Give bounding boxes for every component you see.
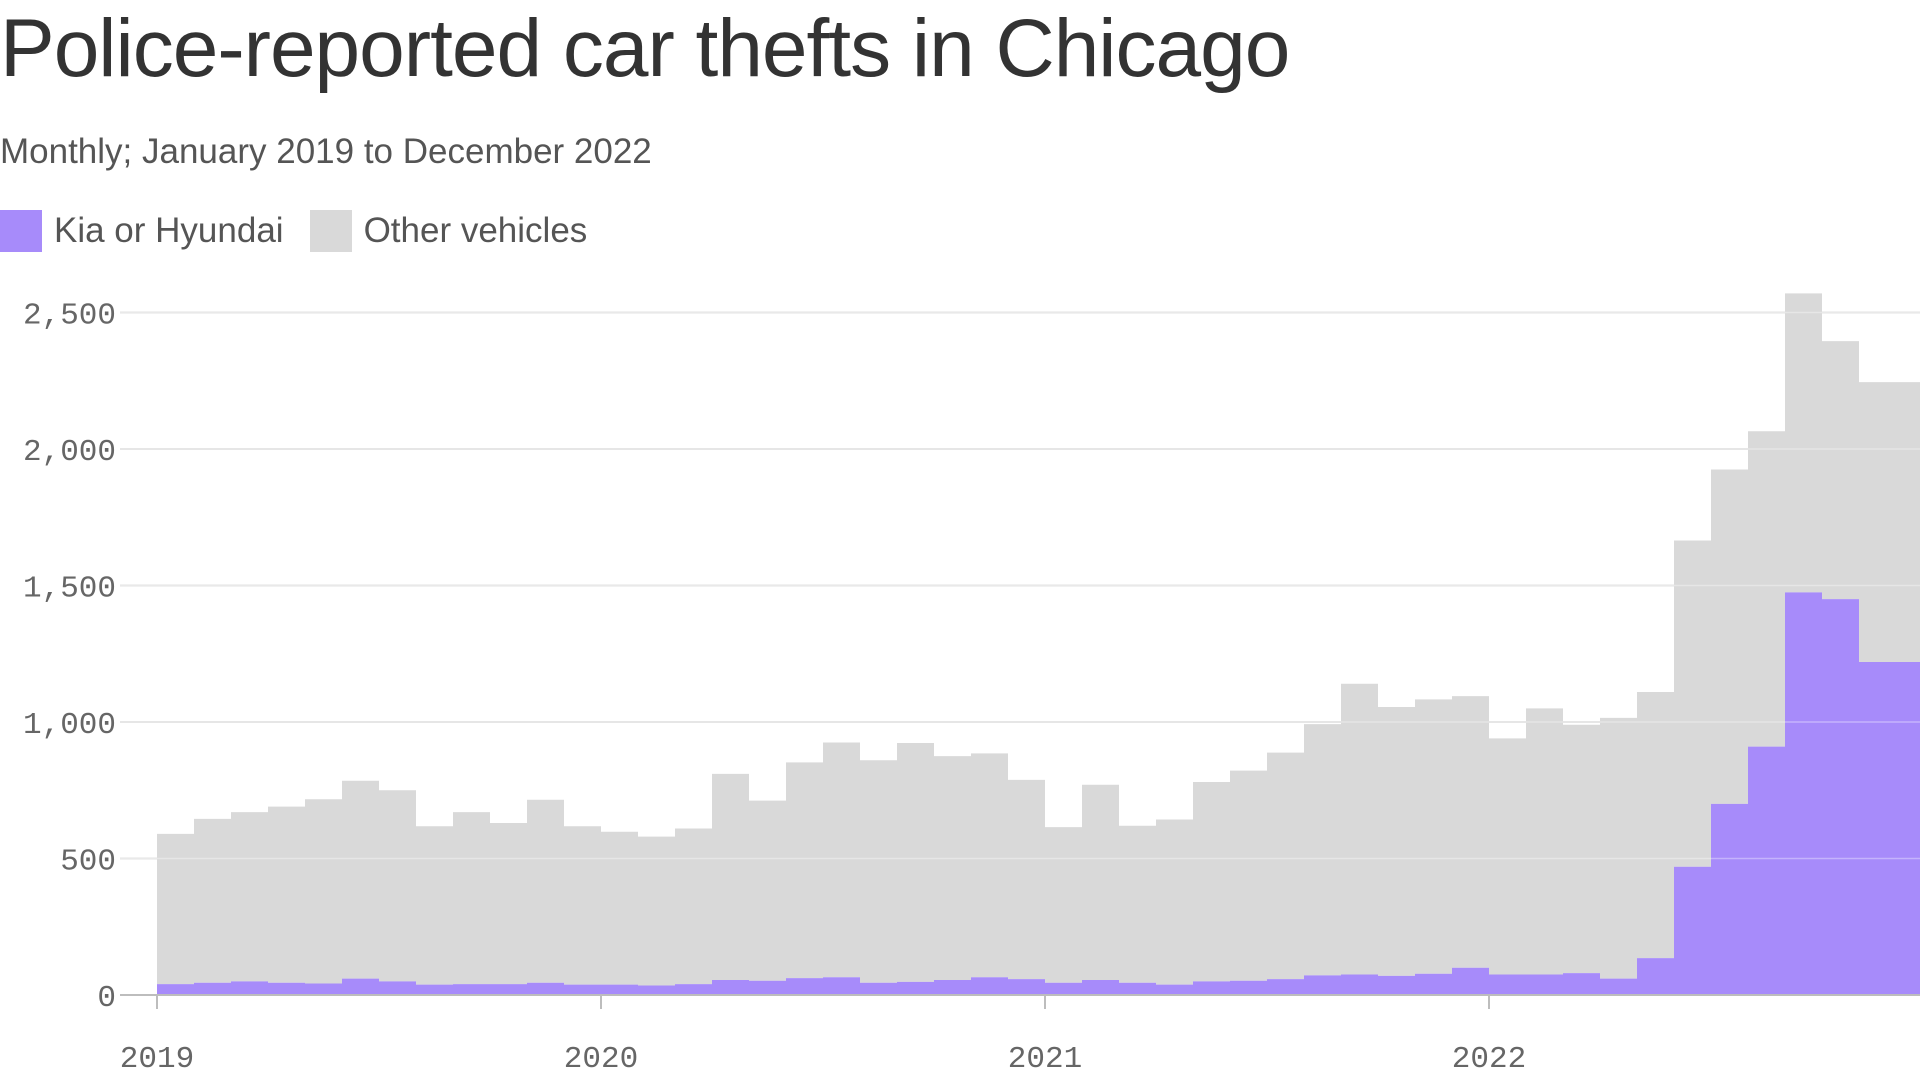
y-tick-label-1000: 1,000 (23, 708, 116, 743)
legend-item-other-vehicles: Other vehicles (309, 210, 588, 252)
y-tick-label-2000: 2,000 (23, 435, 116, 470)
legend-label-kia-hyundai: Kia or Hyundai (54, 211, 284, 250)
series-area-other-vehicles (157, 293, 1920, 986)
y-tick-label-500: 500 (60, 845, 116, 880)
chart-title: Police-reported car thefts in Chicago (0, 3, 1290, 94)
x-tick-label-2022: 2022 (1452, 1042, 1526, 1077)
legend-item-kia-hyundai: Kia or Hyundai (0, 210, 284, 252)
x-tick-label-2019: 2019 (120, 1042, 194, 1077)
x-tick-label-2020: 2020 (564, 1042, 638, 1077)
legend-swatch-kia-hyundai (0, 210, 42, 252)
y-tick-label-0: 0 (97, 981, 116, 1016)
y-tick-label-1500: 1,500 (23, 572, 116, 607)
series-area-kia-hyundai (157, 592, 1920, 995)
x-tick-label-2021: 2021 (1008, 1042, 1082, 1077)
legend: Kia or Hyundai Other vehicles (0, 210, 613, 252)
legend-label-other-vehicles: Other vehicles (363, 211, 588, 250)
chart-subtitle: Monthly; January 2019 to December 2022 (0, 132, 652, 171)
y-tick-label-2500: 2,500 (23, 299, 116, 334)
legend-swatch-other-vehicles (309, 210, 352, 252)
